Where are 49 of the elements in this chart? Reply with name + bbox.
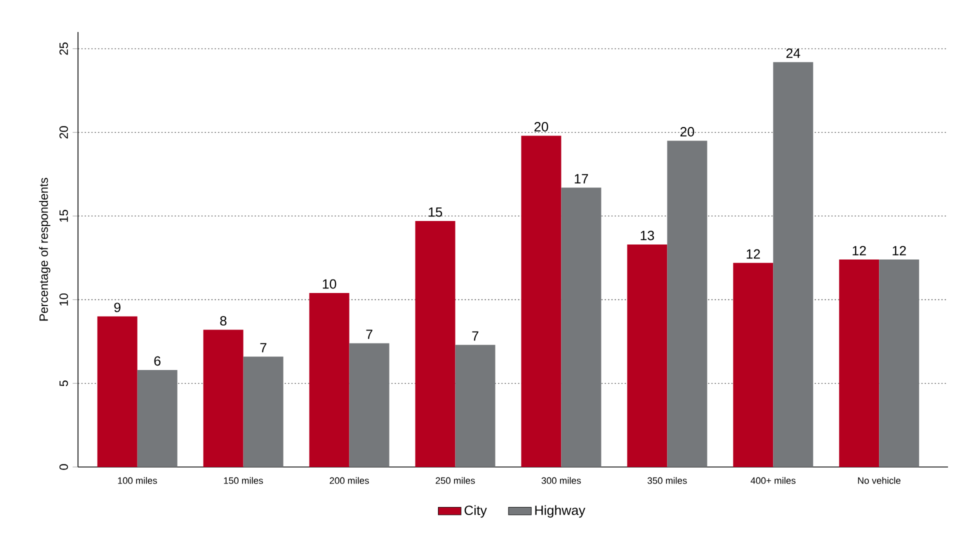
- bar: [879, 260, 920, 467]
- x-tick-label: No vehicle: [858, 477, 900, 484]
- y-tick-label: 25: [59, 42, 68, 55]
- bar: [773, 62, 814, 467]
- bar: [309, 293, 350, 467]
- x-tick-label: 300 miles: [542, 477, 581, 484]
- bar: [97, 316, 138, 467]
- bar: [455, 344, 496, 467]
- bar: [627, 244, 668, 467]
- y-tick-label: 20: [59, 126, 68, 138]
- y-axis-title: Percentage of respondents: [39, 178, 50, 321]
- data-label: 7: [260, 343, 266, 352]
- bar: [243, 356, 284, 467]
- x-tick-label: 100 miles: [118, 477, 157, 484]
- y-tick-label: 5: [60, 380, 68, 386]
- bar: [733, 262, 774, 467]
- data-label: 12: [852, 246, 866, 256]
- data-label: 7: [472, 331, 478, 341]
- data-label: 13: [640, 230, 654, 240]
- bar: [415, 221, 456, 467]
- data-label: 9: [114, 302, 120, 312]
- data-label: 17: [574, 174, 588, 184]
- legend-label: Highway: [535, 505, 586, 518]
- bar: [667, 140, 708, 467]
- legend-label: City: [464, 505, 487, 518]
- bar: [203, 330, 244, 467]
- y-tick-label: 10: [59, 293, 68, 306]
- data-label: 6: [154, 356, 160, 366]
- data-label: 8: [220, 316, 226, 326]
- bar: [561, 188, 602, 467]
- y-tick-label: 0: [59, 464, 68, 470]
- bar: [137, 370, 178, 467]
- x-tick-label: 350 miles: [648, 477, 687, 484]
- bar: [349, 343, 390, 467]
- bar: [521, 136, 562, 467]
- x-tick-label: 150 miles: [224, 477, 263, 484]
- data-label: 20: [534, 122, 548, 132]
- data-label: 20: [680, 127, 694, 136]
- data-label: 10: [322, 279, 336, 289]
- data-label: 15: [428, 207, 442, 217]
- y-tick-label: 15: [60, 210, 68, 222]
- data-label: 12: [892, 246, 906, 256]
- x-tick-label: 400+ miles: [750, 477, 796, 484]
- data-label: 24: [786, 48, 800, 58]
- data-label: 7: [366, 330, 372, 339]
- data-label: 12: [746, 249, 760, 259]
- x-tick-label: 250 miles: [436, 477, 475, 484]
- bar: [839, 260, 880, 467]
- x-tick-label: 200 miles: [330, 477, 369, 484]
